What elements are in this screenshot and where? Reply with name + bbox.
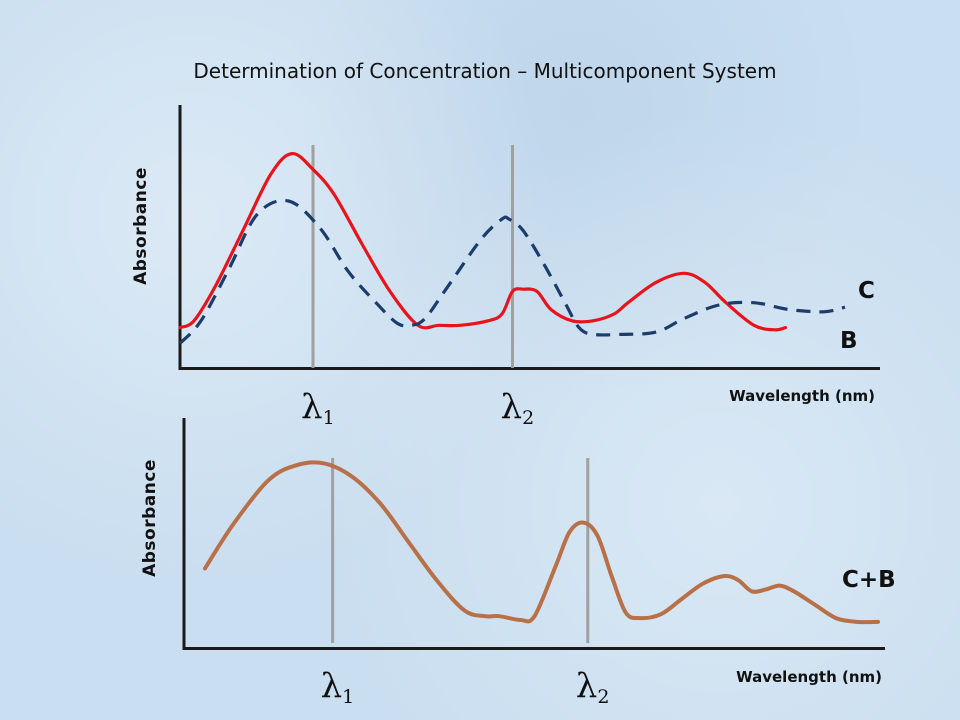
top-series-c-line (178, 152, 788, 332)
top-lambda-labels: λ1 λ2 (301, 387, 534, 429)
bottom-lambda-labels: λ1 λ2 (321, 666, 610, 708)
series-label-c-plus-b: C+B (842, 567, 896, 593)
top-y-axis-label: Absorbance (131, 167, 151, 285)
lambda-subscript: 2 (522, 407, 534, 429)
top-lambda-2-label: λ2 (501, 387, 535, 429)
bottom-wavelength-markers (331, 458, 590, 643)
bottom-lambda-1-label: λ1 (321, 666, 355, 708)
top-wavelength-markers (311, 145, 514, 368)
lambda-subscript: 1 (323, 407, 335, 429)
series-label-b: B (840, 328, 858, 354)
bottom-chart: Absorbance Wavelength (nm) C+B λ1 λ2 (140, 418, 896, 708)
top-series-b-line (178, 198, 846, 345)
bottom-y-axis-label: Absorbance (140, 459, 160, 577)
lambda-subscript: 1 (342, 686, 354, 708)
top-x-axis-label: Wavelength (nm) (729, 387, 875, 405)
bottom-x-axis-label: Wavelength (nm) (736, 668, 882, 686)
top-lambda-1-label: λ1 (301, 387, 335, 429)
lambda-symbol: λ (301, 387, 323, 427)
bottom-series-c-plus-b-line (203, 460, 880, 625)
top-series-lines (178, 152, 846, 345)
chart-title: Determination of Concentration – Multico… (193, 59, 776, 83)
lambda-symbol: λ (576, 666, 598, 706)
lambda-symbol: λ (501, 387, 523, 427)
series-label-c: C (858, 278, 875, 304)
bottom-series-lines (203, 460, 880, 625)
lambda-symbol: λ (321, 666, 343, 706)
bottom-lambda-2-label: λ2 (576, 666, 610, 708)
lambda-subscript: 2 (597, 686, 609, 708)
top-chart: Absorbance Wavelength (nm) C B λ1 λ2 (131, 105, 880, 429)
